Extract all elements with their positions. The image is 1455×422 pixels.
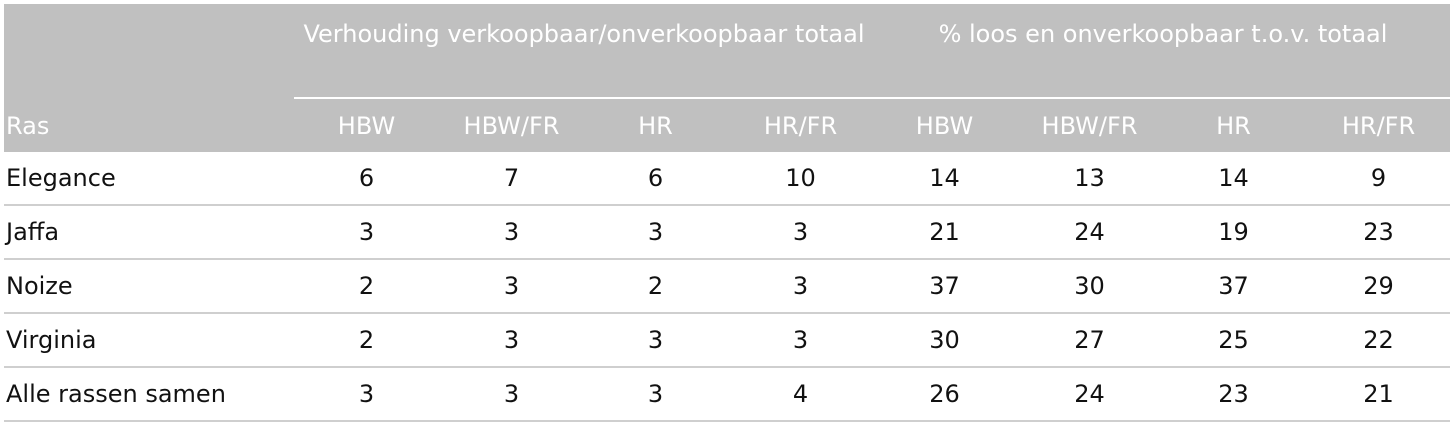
table-cell: 3 (503, 218, 520, 246)
table-cell: 3 (792, 218, 809, 246)
row-label: Noize (6, 272, 73, 300)
row-label: Alle rassen samen (6, 380, 226, 408)
table-cell: 21 (929, 218, 960, 246)
column-header-hbw-2: HBW (915, 112, 974, 140)
table-cell: 3 (792, 272, 809, 300)
table-cell: 22 (1363, 326, 1394, 354)
table-cell: 3 (358, 218, 375, 246)
table-cell: 2 (358, 326, 375, 354)
row-label: Jaffa (6, 218, 60, 246)
column-header-hbw-fr-1: HBW/FR (463, 112, 560, 140)
table-cell: 14 (929, 164, 960, 192)
table-cell: 37 (929, 272, 960, 300)
table-cell: 9 (1370, 164, 1387, 192)
table-cell: 14 (1218, 164, 1249, 192)
column-header-hr-fr-1: HR/FR (763, 112, 838, 140)
table-row: Virginia 2 3 3 3 30 27 25 22 (4, 314, 1450, 368)
table-cell: 3 (503, 380, 520, 408)
table-cell: 6 (647, 164, 664, 192)
table-cell: 2 (647, 272, 664, 300)
table-row: Elegance 6 7 6 10 14 13 14 9 (4, 152, 1450, 206)
table-cell: 25 (1218, 326, 1249, 354)
column-header-ras: Ras (6, 112, 50, 140)
table-cell: 19 (1218, 218, 1249, 246)
table-cell: 24 (1074, 218, 1105, 246)
table-row: Jaffa 3 3 3 3 21 24 19 23 (4, 206, 1450, 260)
table-cell: 10 (785, 164, 816, 192)
column-header-hbw-fr-2: HBW/FR (1041, 112, 1138, 140)
table-cell: 26 (929, 380, 960, 408)
column-header-hr-1: HR (638, 112, 673, 140)
column-header-hbw-1: HBW (337, 112, 396, 140)
table-cell: 30 (1074, 272, 1105, 300)
table-cell: 3 (792, 326, 809, 354)
table-cell: 3 (647, 380, 664, 408)
table-cell: 3 (503, 272, 520, 300)
table-cell: 37 (1218, 272, 1249, 300)
table-cell: 23 (1363, 218, 1394, 246)
data-table: Verhouding verkoopbaar/onverkoopbaar tot… (4, 4, 1450, 422)
column-header-hr-2: HR (1216, 112, 1251, 140)
row-label: Virginia (6, 326, 97, 354)
table-cell: 24 (1074, 380, 1105, 408)
table-cell: 3 (647, 326, 664, 354)
table-cell: 7 (503, 164, 520, 192)
table-cell: 3 (503, 326, 520, 354)
table-cell: 23 (1218, 380, 1249, 408)
group-header-percentage-loos: % loos en onverkoopbaar t.o.v. totaal (938, 20, 1388, 48)
table-cell: 30 (929, 326, 960, 354)
table-row: Alle rassen samen 3 3 3 4 26 24 23 21 (4, 368, 1450, 422)
table-cell: 27 (1074, 326, 1105, 354)
table-cell: 2 (358, 272, 375, 300)
table-cell: 6 (358, 164, 375, 192)
group-divider (294, 97, 1450, 99)
table-cell: 13 (1074, 164, 1105, 192)
table-cell: 3 (647, 218, 664, 246)
table-header: Verhouding verkoopbaar/onverkoopbaar tot… (4, 4, 1450, 152)
table-row: Noize 2 3 2 3 37 30 37 29 (4, 260, 1450, 314)
column-header-hr-fr-2: HR/FR (1341, 112, 1416, 140)
table-cell: 29 (1363, 272, 1394, 300)
row-label: Elegance (6, 164, 116, 192)
table-cell: 21 (1363, 380, 1394, 408)
group-header-verhouding: Verhouding verkoopbaar/onverkoopbaar tot… (303, 20, 865, 48)
table-cell: 3 (358, 380, 375, 408)
table-cell: 4 (792, 380, 809, 408)
